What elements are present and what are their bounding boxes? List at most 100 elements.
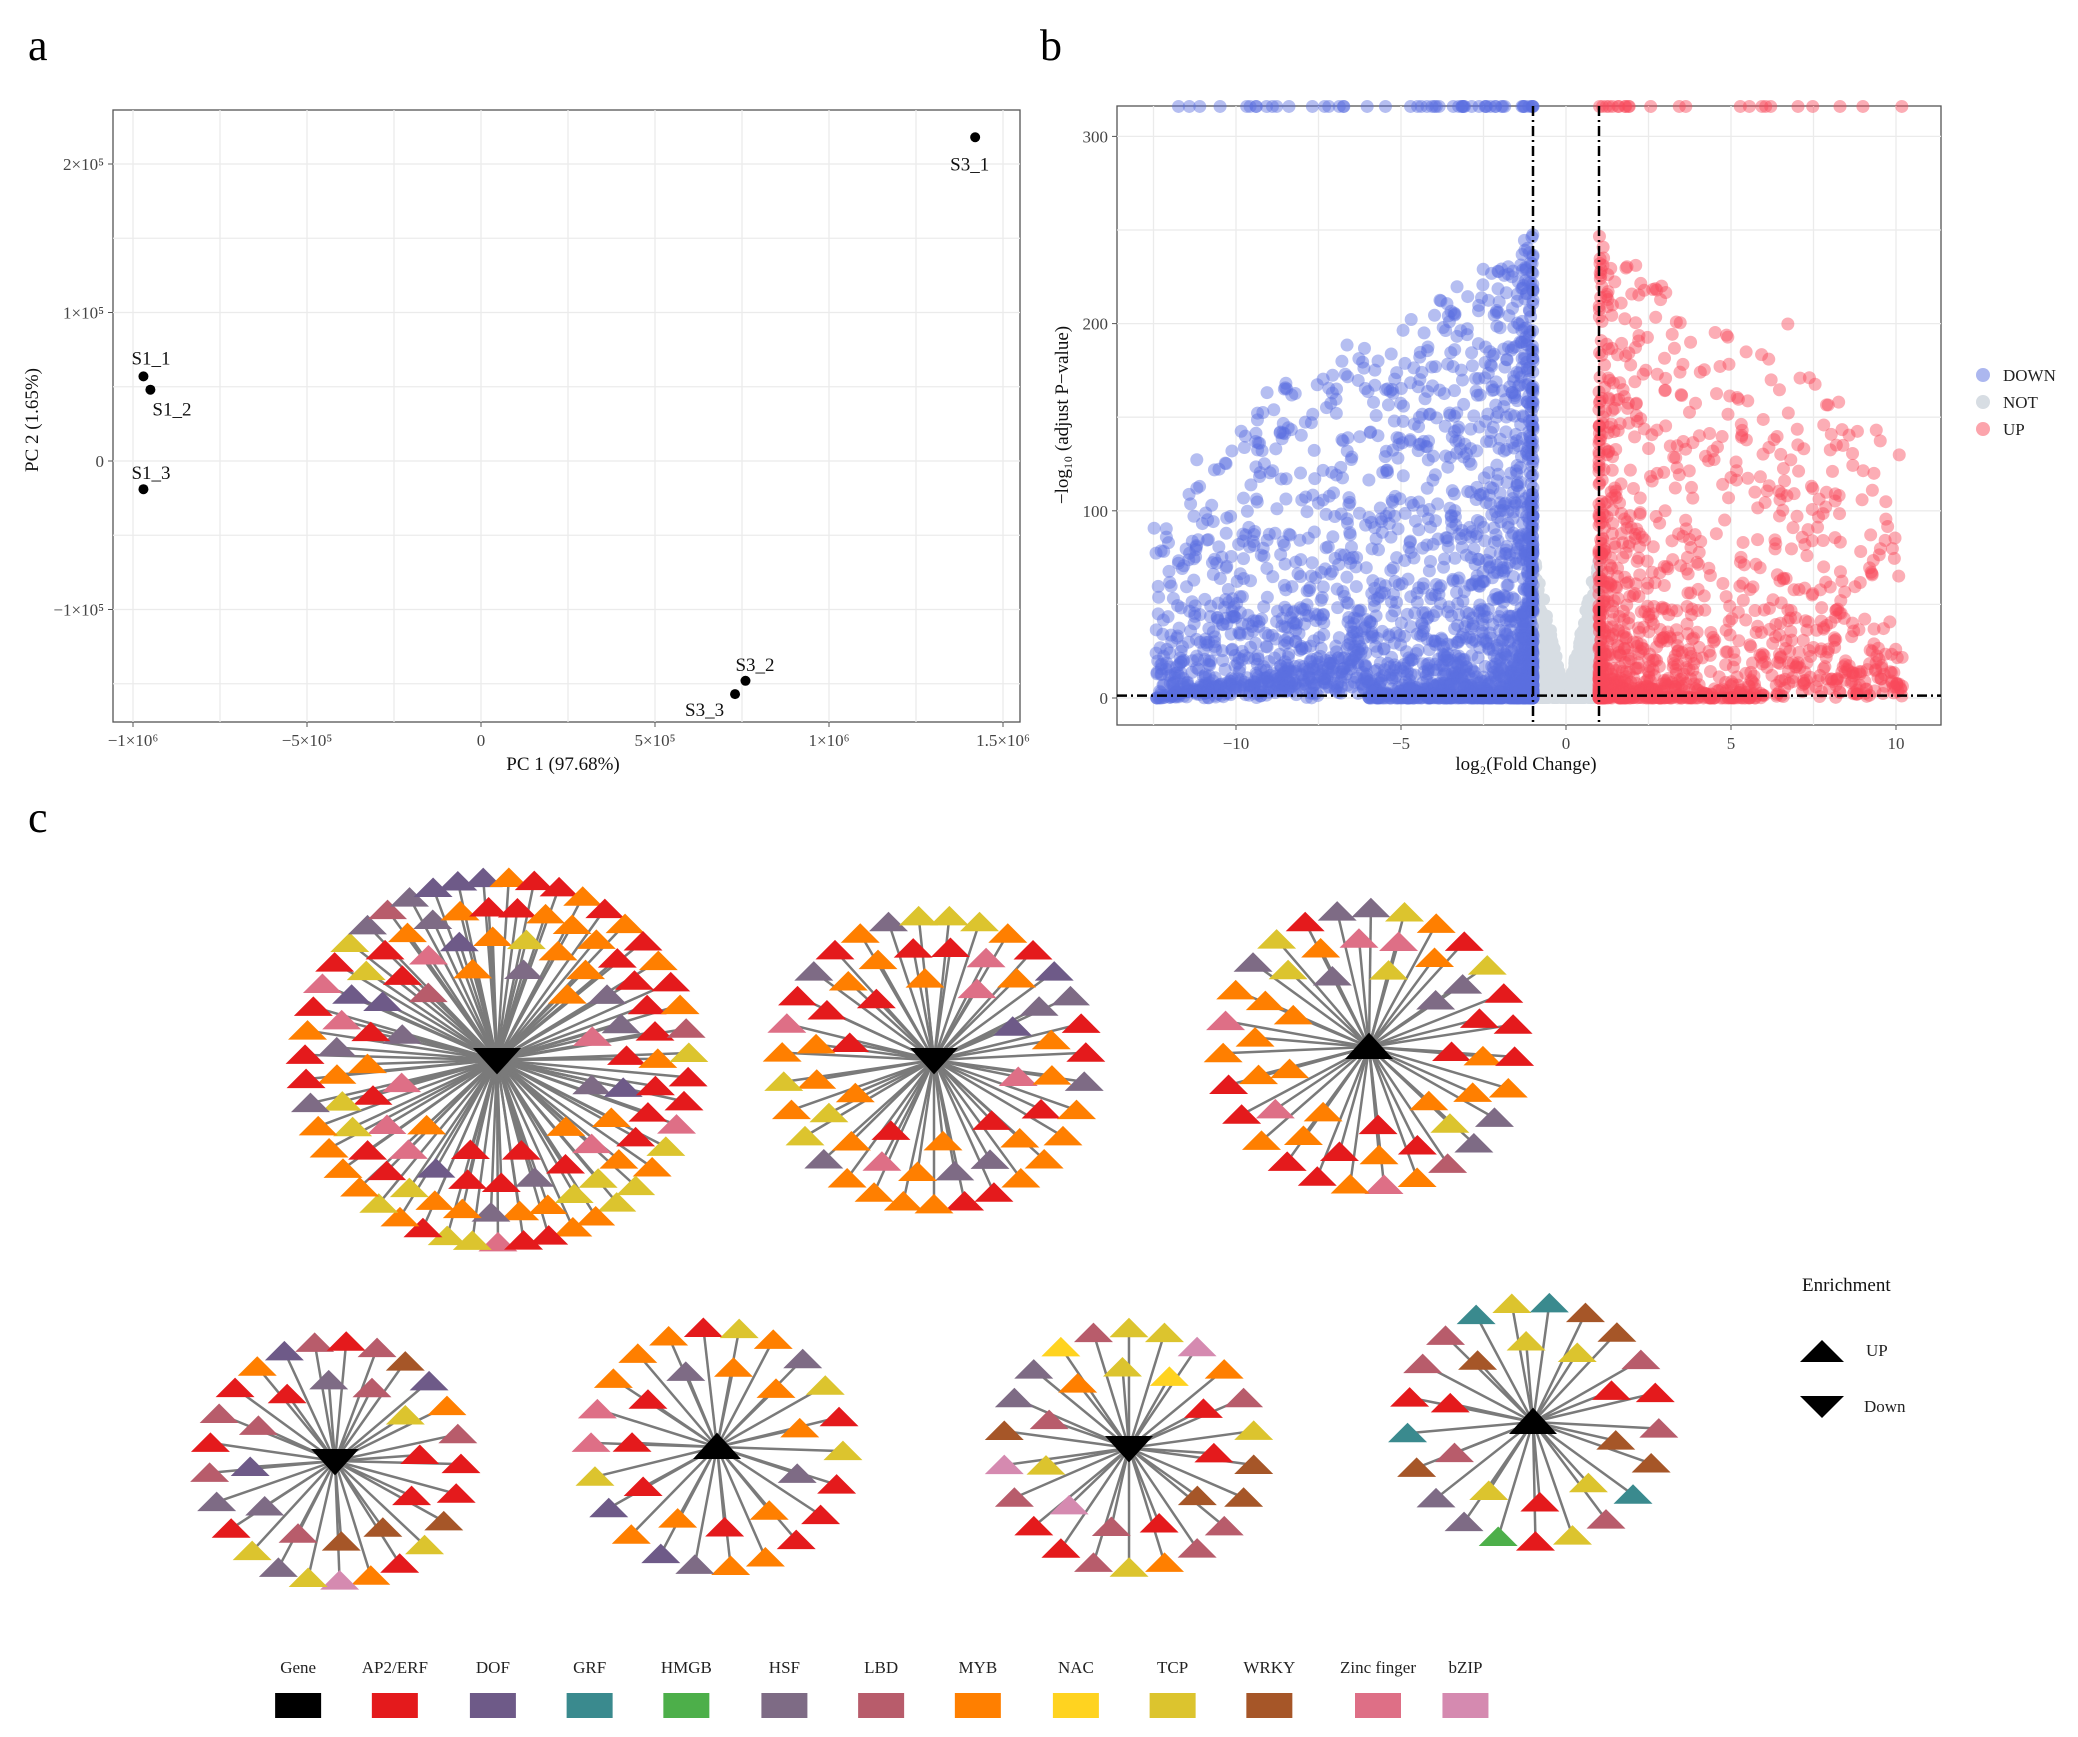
down-point	[1519, 263, 1533, 277]
down-point	[1449, 656, 1463, 670]
down-point	[1212, 540, 1226, 554]
down-point	[1508, 386, 1522, 400]
up-point	[1698, 603, 1712, 617]
up-point	[1865, 568, 1879, 582]
up-point	[1787, 583, 1801, 597]
down-point	[1203, 658, 1217, 672]
x-tick-label: 1.5×10⁶	[976, 731, 1030, 750]
up-point	[1710, 440, 1724, 454]
down-point	[1525, 687, 1539, 701]
down-point	[1326, 368, 1340, 382]
down-point	[1218, 663, 1232, 677]
down-point	[1454, 324, 1468, 338]
down-point	[1476, 278, 1490, 292]
down-point	[1496, 561, 1510, 575]
down-point	[1262, 681, 1276, 695]
down-point	[1493, 486, 1507, 500]
up-point	[1632, 540, 1646, 554]
down-point	[1490, 558, 1504, 572]
down-point	[1503, 548, 1517, 562]
up-point	[1594, 268, 1608, 282]
down-point	[1435, 633, 1449, 647]
down-point	[1321, 665, 1335, 679]
down-point	[1519, 260, 1533, 274]
down-point	[1475, 602, 1489, 616]
down-point	[1334, 665, 1348, 679]
down-point	[1479, 99, 1493, 113]
down-point	[1293, 643, 1307, 657]
down-point	[1503, 609, 1517, 623]
down-point	[1215, 550, 1229, 564]
down-point	[1480, 435, 1494, 449]
down-point	[1251, 670, 1265, 684]
up-point	[1774, 447, 1788, 461]
down-point	[1518, 677, 1532, 691]
up-point	[1622, 346, 1636, 360]
down-point	[1159, 530, 1173, 544]
down-point	[1512, 318, 1526, 332]
y-tick-label: 100	[1083, 502, 1109, 521]
down-point	[1210, 556, 1224, 570]
down-point	[1505, 664, 1519, 678]
down-point	[1416, 541, 1430, 555]
down-point	[1446, 99, 1460, 113]
down-point	[1407, 551, 1421, 565]
up-point	[1888, 531, 1902, 545]
down-point	[1405, 691, 1419, 705]
up-point	[1714, 691, 1728, 705]
down-point	[1492, 613, 1506, 627]
down-point	[1477, 681, 1491, 695]
data-point	[730, 689, 741, 700]
down-point	[1160, 656, 1174, 670]
down-point	[1426, 609, 1440, 623]
y-tick-label: −1×10⁵	[53, 601, 104, 620]
up-point	[1605, 620, 1619, 634]
down-point	[1184, 497, 1198, 511]
down-point	[1421, 453, 1435, 467]
up-point	[1800, 623, 1814, 637]
down-point	[1408, 689, 1422, 703]
down-point	[1500, 475, 1514, 489]
down-point	[1517, 632, 1531, 646]
up-point	[1645, 428, 1659, 442]
down-point	[1396, 414, 1410, 428]
down-point	[1387, 658, 1401, 672]
not-point	[1565, 677, 1578, 690]
up-point	[1885, 647, 1899, 661]
down-point	[1351, 373, 1365, 387]
down-point	[1150, 667, 1164, 681]
down-point	[1518, 243, 1532, 257]
down-point	[1382, 517, 1396, 531]
down-point	[1352, 604, 1366, 618]
up-point	[1674, 388, 1688, 402]
down-point	[1365, 676, 1379, 690]
down-point	[1525, 691, 1539, 705]
down-point	[1178, 680, 1192, 694]
down-point	[1417, 326, 1431, 340]
legend-up-marker	[1976, 422, 1990, 436]
down-point	[1505, 386, 1519, 400]
up-point	[1751, 501, 1765, 515]
down-point	[1489, 674, 1503, 688]
down-point	[1512, 690, 1526, 704]
down-point	[1482, 690, 1496, 704]
down-point	[1260, 386, 1274, 400]
down-point	[1326, 661, 1340, 675]
down-point	[1490, 304, 1504, 318]
up-point	[1713, 359, 1727, 373]
down-point	[1428, 360, 1442, 374]
down-point	[1279, 376, 1293, 390]
down-point	[1292, 681, 1306, 695]
down-point	[1472, 298, 1486, 312]
down-point	[1233, 590, 1247, 604]
not-point	[1558, 691, 1571, 704]
down-point	[1377, 642, 1391, 656]
down-point	[1275, 432, 1289, 446]
down-point	[1484, 631, 1498, 645]
up-point	[1876, 687, 1890, 701]
up-point	[1776, 462, 1790, 476]
down-point	[1368, 378, 1382, 392]
down-point	[1420, 612, 1434, 626]
up-point	[1721, 407, 1735, 421]
down-point	[1506, 526, 1520, 540]
